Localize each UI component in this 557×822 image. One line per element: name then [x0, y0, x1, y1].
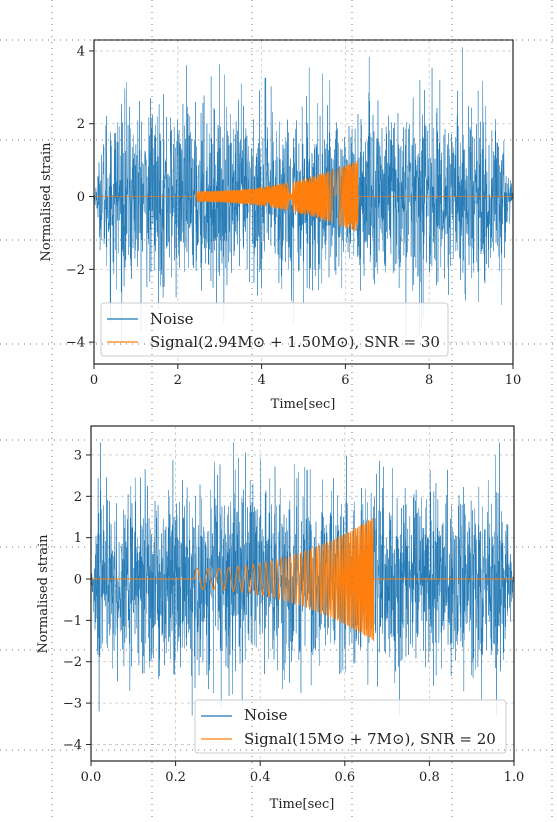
top-axes-frame [93, 39, 514, 365]
bottom-y-tick-label: 2 [74, 490, 82, 505]
top-x-tick-label: 2 [174, 373, 182, 388]
bottom-y-tick-label: 3 [74, 448, 82, 463]
bottom-noise-series [91, 442, 514, 716]
top-ticks: 0 2 4 6 8 10 4 2 0 −2 −4 [66, 44, 521, 388]
bottom-x-tick-label: 0.6 [334, 770, 355, 785]
top-y-tick-label: 2 [77, 117, 85, 132]
bottom-legend-box [194, 699, 507, 754]
bottom-y-axis-label: Normalised strain [36, 534, 51, 654]
top-y-tick-label: −4 [66, 336, 85, 351]
top-y-axis-label: Normalised strain [39, 142, 54, 262]
bottom-x-tick-label: 0.2 [165, 770, 186, 785]
bottom-legend: Noise Signal(15M⊙ + 7M⊙), SNR = 20 [194, 699, 507, 754]
top-x-tick-label: 0 [90, 373, 98, 388]
top-signal-series [94, 160, 513, 232]
bottom-y-tick-label: −3 [63, 697, 82, 712]
bottom-ticks: 0.0 0.2 0.4 0.6 0.8 1.0 3 2 1 0 −1 −2 −3 −4 [63, 448, 525, 785]
bottom-y-tick-label: −4 [63, 738, 82, 753]
bottom-x-tick-label: 0.0 [81, 770, 102, 785]
top-legend-signal-label: Signal(2.94M⊙ + 1.50M⊙), SNR = 30 [150, 333, 440, 351]
top-legend-noise-label: Noise [150, 310, 194, 328]
chart-bottom: 0.0 0.2 0.4 0.6 0.8 1.0 3 2 1 0 −1 −2 −3 −4 Normalise… [36, 425, 525, 812]
top-x-axis-label: Time[sec] [271, 397, 336, 412]
bottom-legend-noise-label: Noise [244, 706, 288, 724]
bottom-plot-area [91, 442, 514, 716]
top-noise-series [94, 47, 513, 346]
bottom-legend-signal-label: Signal(15M⊙ + 7M⊙), SNR = 20 [244, 730, 496, 748]
bottom-y-tick-label: −2 [63, 655, 82, 670]
top-x-tick-label: 10 [505, 373, 522, 388]
top-x-tick-label: 4 [257, 373, 265, 388]
bottom-y-tick-label: −1 [63, 614, 82, 629]
bottom-axes-frame [90, 425, 515, 762]
top-legend: Noise Signal(2.94M⊙ + 1.50M⊙), SNR = 30 [100, 302, 449, 357]
top-y-tick-label: 0 [77, 190, 85, 205]
bottom-x-axis-label: Time[sec] [270, 797, 335, 812]
top-y-tick-label: 4 [77, 44, 85, 59]
top-plot-area [94, 47, 513, 346]
chart-top: 0 2 4 6 8 10 4 2 0 −2 −4 Normalised strain Time[se… [39, 39, 521, 412]
bottom-x-tick-label: 0.4 [250, 770, 271, 785]
bottom-y-tick-label: 0 [74, 573, 82, 588]
bottom-x-tick-label: 0.8 [419, 770, 440, 785]
top-legend-box [100, 302, 449, 357]
bottom-x-tick-label: 1.0 [504, 770, 525, 785]
top-y-tick-label: −2 [66, 263, 85, 278]
bottom-y-tick-label: 1 [74, 531, 82, 546]
top-x-tick-label: 6 [341, 373, 349, 388]
top-x-tick-label: 8 [425, 373, 433, 388]
bottom-signal-series [91, 517, 514, 641]
